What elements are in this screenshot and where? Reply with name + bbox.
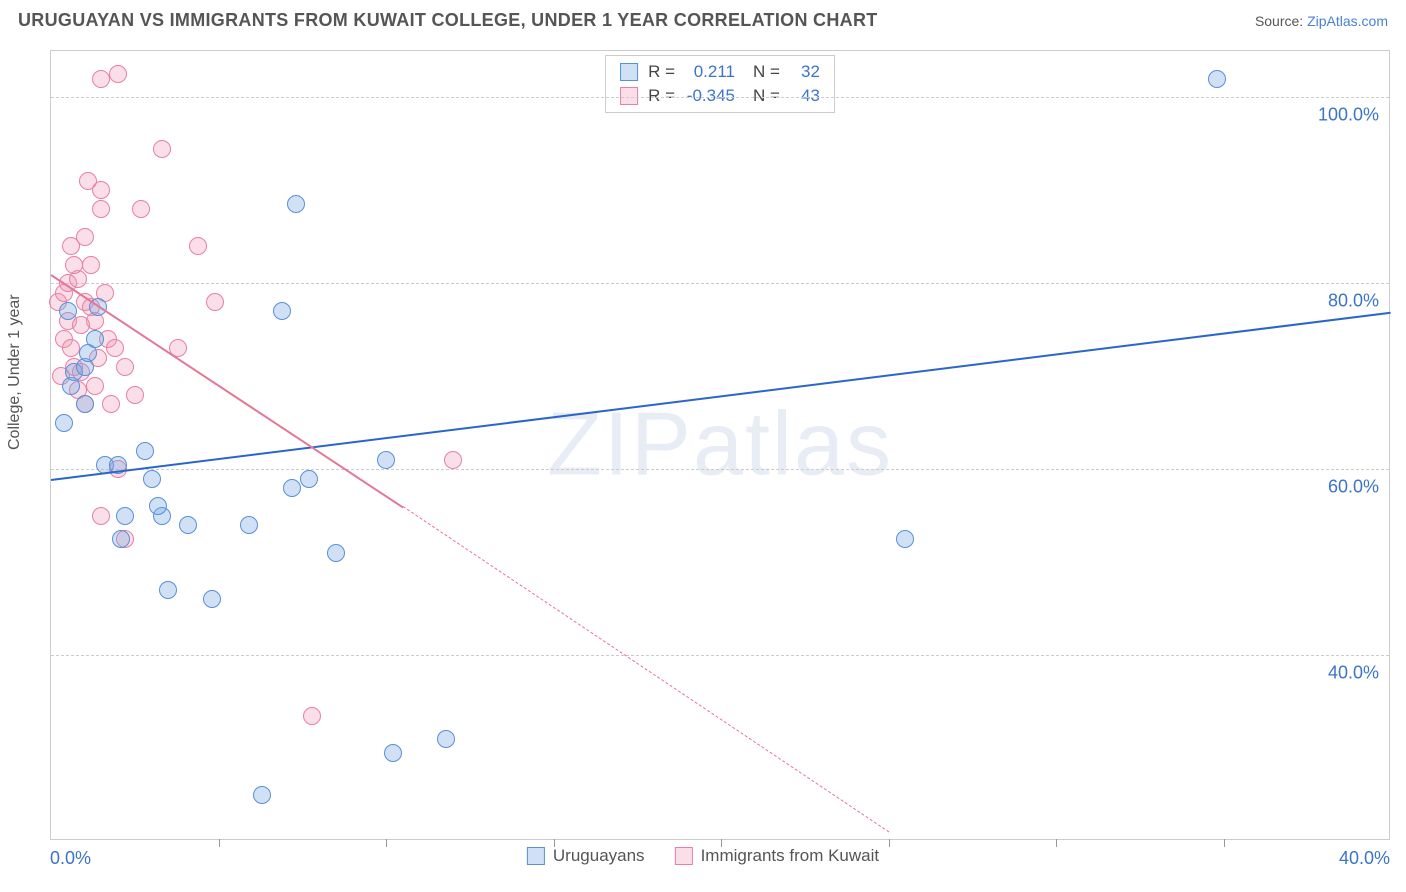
source-prefix: Source: bbox=[1255, 13, 1307, 29]
data-point bbox=[136, 442, 154, 460]
legend-swatch bbox=[620, 63, 638, 81]
x-origin-label: 0.0% bbox=[50, 848, 91, 869]
data-point bbox=[55, 414, 73, 432]
n-label: N = bbox=[753, 60, 780, 84]
watermark: ZIPatlas bbox=[547, 394, 893, 497]
r-value: -0.345 bbox=[685, 84, 735, 108]
data-point bbox=[59, 302, 77, 320]
y-tick-label: 40.0% bbox=[1328, 663, 1379, 684]
data-point bbox=[109, 65, 127, 83]
legend-swatch bbox=[620, 87, 638, 105]
data-point bbox=[896, 530, 914, 548]
n-label: N = bbox=[753, 84, 780, 108]
stats-row: R = -0.345 N = 43 bbox=[620, 84, 820, 108]
data-point bbox=[149, 497, 167, 515]
data-point bbox=[384, 744, 402, 762]
trend-line bbox=[51, 311, 1391, 480]
legend-swatch bbox=[527, 847, 545, 865]
y-tick-label: 80.0% bbox=[1328, 291, 1379, 312]
x-tick bbox=[1224, 839, 1225, 847]
page-title: URUGUAYAN VS IMMIGRANTS FROM KUWAIT COLL… bbox=[18, 10, 878, 31]
data-point bbox=[287, 195, 305, 213]
grid-line bbox=[51, 283, 1389, 284]
data-point bbox=[143, 470, 161, 488]
data-point bbox=[206, 293, 224, 311]
data-point bbox=[189, 237, 207, 255]
data-point bbox=[65, 256, 83, 274]
grid-line bbox=[51, 469, 1389, 470]
data-point bbox=[112, 530, 130, 548]
data-point bbox=[253, 786, 271, 804]
y-tick-label: 60.0% bbox=[1328, 477, 1379, 498]
r-label: R = bbox=[648, 60, 675, 84]
data-point bbox=[240, 516, 258, 534]
data-point bbox=[1208, 70, 1226, 88]
legend-label: Uruguayans bbox=[553, 846, 645, 866]
x-tick bbox=[889, 839, 890, 847]
data-point bbox=[273, 302, 291, 320]
data-point bbox=[437, 730, 455, 748]
data-point bbox=[444, 451, 462, 469]
data-point bbox=[203, 590, 221, 608]
data-point bbox=[102, 395, 120, 413]
data-point bbox=[92, 70, 110, 88]
data-point bbox=[82, 256, 100, 274]
r-value: 0.211 bbox=[685, 60, 735, 84]
series-legend: Uruguayans Immigrants from Kuwait bbox=[527, 846, 879, 866]
data-point bbox=[72, 316, 90, 334]
y-tick-label: 100.0% bbox=[1318, 105, 1379, 126]
data-point bbox=[283, 479, 301, 497]
data-point bbox=[106, 339, 124, 357]
source-attr: Source: ZipAtlas.com bbox=[1255, 13, 1388, 29]
x-end-label: 40.0% bbox=[1339, 848, 1390, 869]
data-point bbox=[86, 377, 104, 395]
legend-item: Uruguayans bbox=[527, 846, 645, 866]
data-point bbox=[86, 330, 104, 348]
data-point bbox=[76, 228, 94, 246]
data-point bbox=[92, 507, 110, 525]
data-point bbox=[92, 200, 110, 218]
source-link[interactable]: ZipAtlas.com bbox=[1307, 13, 1388, 29]
data-point bbox=[153, 140, 171, 158]
data-point bbox=[116, 507, 134, 525]
n-value: 43 bbox=[790, 84, 820, 108]
data-point bbox=[116, 358, 134, 376]
data-point bbox=[159, 581, 177, 599]
x-tick bbox=[386, 839, 387, 847]
x-tick bbox=[1056, 839, 1057, 847]
n-value: 32 bbox=[790, 60, 820, 84]
trend-line bbox=[402, 506, 888, 832]
grid-line bbox=[51, 97, 1389, 98]
y-axis-label: College, Under 1 year bbox=[6, 294, 24, 450]
legend-label: Immigrants from Kuwait bbox=[701, 846, 880, 866]
data-point bbox=[62, 339, 80, 357]
r-label: R = bbox=[648, 84, 675, 108]
scatter-chart: ZIPatlas R = 0.211 N = 32 R = -0.345 N = 43 100… bbox=[50, 50, 1390, 840]
legend-item: Immigrants from Kuwait bbox=[675, 846, 880, 866]
stats-legend: R = 0.211 N = 32 R = -0.345 N = 43 bbox=[605, 55, 835, 113]
data-point bbox=[132, 200, 150, 218]
grid-line bbox=[51, 655, 1389, 656]
data-point bbox=[303, 707, 321, 725]
data-point bbox=[377, 451, 395, 469]
stats-row: R = 0.211 N = 32 bbox=[620, 60, 820, 84]
legend-swatch bbox=[675, 847, 693, 865]
data-point bbox=[76, 395, 94, 413]
data-point bbox=[300, 470, 318, 488]
x-tick bbox=[219, 839, 220, 847]
data-point bbox=[179, 516, 197, 534]
data-point bbox=[92, 181, 110, 199]
data-point bbox=[126, 386, 144, 404]
data-point bbox=[327, 544, 345, 562]
